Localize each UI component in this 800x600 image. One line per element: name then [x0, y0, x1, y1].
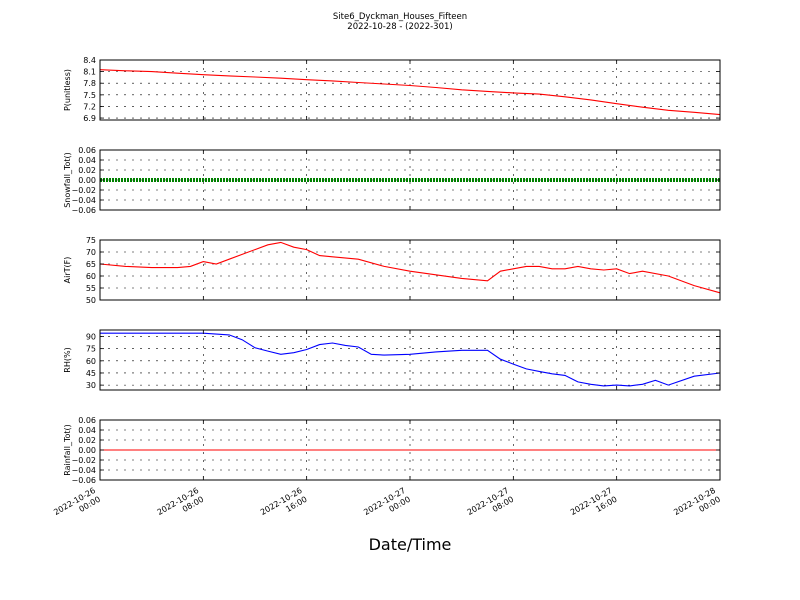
y-tick-label: −0.04: [71, 196, 96, 205]
y-tick-label: −0.06: [71, 476, 96, 485]
y-tick-label: 0.04: [78, 426, 96, 435]
y-tick-label: 0.00: [78, 446, 96, 455]
y-tick-label: 7.2: [83, 102, 96, 111]
panel-air-temperature: 50 55 60 65 70 75 AirT(F): [63, 236, 721, 305]
y-tick-label: 0.06: [78, 146, 96, 155]
y-tick-label: 60: [86, 272, 96, 281]
y-axis-label: RH(%): [63, 347, 72, 372]
x-axis-label: Date/Time: [369, 535, 452, 554]
y-tick-label: 0.02: [78, 436, 96, 445]
panel-rainfall: −0.06−0.04−0.020.000.020.040.06 Rainfall_…: [63, 416, 721, 485]
series-line: [100, 332, 721, 387]
y-tick-label: 55: [86, 284, 96, 293]
y-axis-label: AirT(F): [63, 257, 72, 284]
y-tick-label: 90: [86, 332, 96, 341]
y-tick-label: −0.04: [71, 466, 96, 475]
y-axis-label: Snowfall_Tot(): [63, 152, 72, 208]
y-tick-label: 75: [86, 345, 96, 354]
y-tick-label: 30: [86, 381, 96, 390]
y-axis-label: Rainfall_Tot(): [63, 424, 72, 476]
y-tick-label: −0.02: [71, 456, 96, 465]
series-line: [99, 241, 721, 294]
chart-title: Site6_Dyckman_Houses_Fifteen: [333, 12, 467, 22]
panel-snowfall: −0.06−0.04−0.020.000.020.040.06 Snowfall_…: [63, 146, 721, 215]
y-tick-label: −0.06: [71, 206, 96, 215]
y-tick-label: 65: [86, 260, 96, 269]
panels: 6.97.27.57.88.18.4P(unitless)−0.06−0.04−…: [63, 56, 721, 485]
y-axis-label: P(unitless): [63, 69, 72, 111]
y-tick-label: 45: [86, 369, 96, 378]
y-tick-label: 8.4: [83, 56, 96, 65]
panel-pressure: 6.9 7.2 7.5 7.8 8.1 8.4 P(unitless): [63, 56, 721, 123]
y-tick-label: 0.00: [78, 176, 96, 185]
y-tick-label: 6.9: [83, 114, 96, 123]
y-tick-label: 75: [86, 236, 96, 245]
y-tick-label: 0.06: [78, 416, 96, 425]
series-line: [99, 69, 721, 116]
y-tick-label: 60: [86, 357, 96, 366]
y-tick-label: 50: [86, 296, 96, 305]
y-tick-label: 0.02: [78, 166, 96, 175]
y-tick-label: 8.1: [83, 68, 96, 77]
chart-subtitle: 2022-10-28 - (2022-301): [347, 22, 452, 32]
y-tick-label: 0.04: [78, 156, 96, 165]
y-tick-label: 70: [86, 248, 96, 257]
y-tick-label: −0.02: [71, 186, 96, 195]
panel-relative-humidity: 30 45 60 75 90 RH(%): [63, 329, 721, 391]
y-tick-label: 7.8: [83, 79, 96, 88]
y-tick-label: 7.5: [83, 91, 96, 100]
